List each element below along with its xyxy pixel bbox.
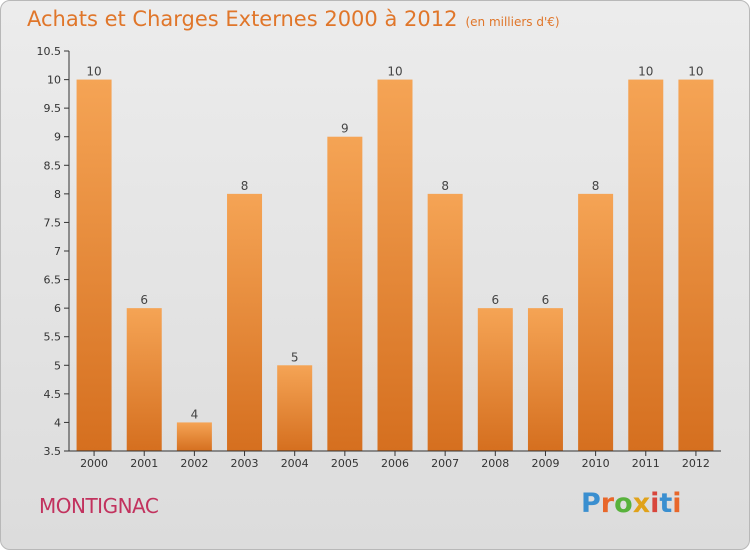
bar-value-label: 5 xyxy=(291,350,299,364)
bar-2010 xyxy=(578,193,614,451)
x-tick-label: 2009 xyxy=(531,457,559,470)
logo-letter: t xyxy=(659,488,673,519)
bar-2002 xyxy=(176,422,212,451)
y-tick-label: 7 xyxy=(54,245,61,258)
bar-2011 xyxy=(628,79,664,452)
bar-value-label: 8 xyxy=(241,179,249,193)
bar-2012 xyxy=(678,79,714,452)
bar-2009 xyxy=(527,308,563,451)
y-tick-label: 8.5 xyxy=(44,159,62,172)
logo-letter: i xyxy=(650,488,660,519)
bar-value-label: 6 xyxy=(140,293,148,307)
x-tick-label: 2000 xyxy=(80,457,108,470)
y-axis: 3.5 4 4.5 5 5.5 6 6.5 7 7.5 8 8.5 9 9.5 10 10.5 xyxy=(37,45,70,458)
y-tick-label: 10 xyxy=(47,74,61,87)
bar-value-label: 6 xyxy=(491,293,499,307)
y-tick-label: 4 xyxy=(54,416,61,429)
y-tick-label: 9.5 xyxy=(44,102,62,115)
bar-value-label: 9 xyxy=(341,122,349,136)
bar-2005 xyxy=(327,136,363,451)
x-tick-label: 2003 xyxy=(231,457,259,470)
y-tick-label: 5.5 xyxy=(44,331,62,344)
x-tick-label: 2012 xyxy=(682,457,710,470)
bar-2006 xyxy=(377,79,413,452)
town-name: MONTIGNAC xyxy=(39,494,159,518)
x-tick-label: 2004 xyxy=(281,457,309,470)
x-tick-label: 2007 xyxy=(431,457,459,470)
bar-2004 xyxy=(277,365,313,451)
chart-unit: (en milliers d'€) xyxy=(465,15,560,29)
chart-title: Achats et Charges Externes 2000 à 2012 (e… xyxy=(27,7,560,31)
y-tick-label: 3.5 xyxy=(44,445,62,458)
y-tick-label: 9 xyxy=(54,131,61,144)
bar-2001 xyxy=(126,308,162,451)
chart-title-text: Achats et Charges Externes 2000 à 2012 xyxy=(27,7,458,31)
bar-2003 xyxy=(227,193,263,451)
y-tick-label: 10.5 xyxy=(37,45,62,58)
bar-value-label: 4 xyxy=(191,407,199,421)
x-axis: 2000 2001 2002 2003 2004 2005 2006 2007 2008 2009… xyxy=(69,450,721,470)
y-tick-label: 5 xyxy=(54,359,61,372)
bar-value-label: 10 xyxy=(86,65,101,79)
y-tick-label: 6.5 xyxy=(44,274,62,287)
x-tick-label: 2010 xyxy=(582,457,610,470)
logo-letter: P xyxy=(581,488,601,519)
x-tick-label: 2006 xyxy=(381,457,409,470)
logo-letter: i xyxy=(672,488,682,519)
bar-value-label: 8 xyxy=(441,179,449,193)
y-tick-label: 6 xyxy=(54,302,61,315)
y-tick-label: 4.5 xyxy=(44,388,62,401)
bar-value-label: 8 xyxy=(592,179,600,193)
x-tick-label: 2005 xyxy=(331,457,359,470)
bar-2008 xyxy=(477,308,513,451)
logo-letter: x xyxy=(632,488,651,519)
bars: 10 6 4 8 5 9 10 8 6 6 8 10 10 xyxy=(76,65,714,452)
x-tick-label: 2002 xyxy=(180,457,208,470)
bar-value-label: 10 xyxy=(638,65,653,79)
bar-value-label: 6 xyxy=(542,293,550,307)
logo-letter: r xyxy=(600,488,615,519)
x-tick-label: 2011 xyxy=(632,457,660,470)
bar-2000 xyxy=(76,79,112,452)
bar-value-label: 10 xyxy=(688,65,703,79)
y-tick-label: 8 xyxy=(54,188,61,201)
bar-value-label: 10 xyxy=(387,65,402,79)
x-tick-label: 2001 xyxy=(130,457,158,470)
y-tick-label: 7.5 xyxy=(44,216,62,229)
logo-letter: o xyxy=(614,488,633,519)
proxiti-logo: Proxiti xyxy=(581,488,682,519)
x-tick-label: 2008 xyxy=(481,457,509,470)
bar-2007 xyxy=(427,193,463,451)
